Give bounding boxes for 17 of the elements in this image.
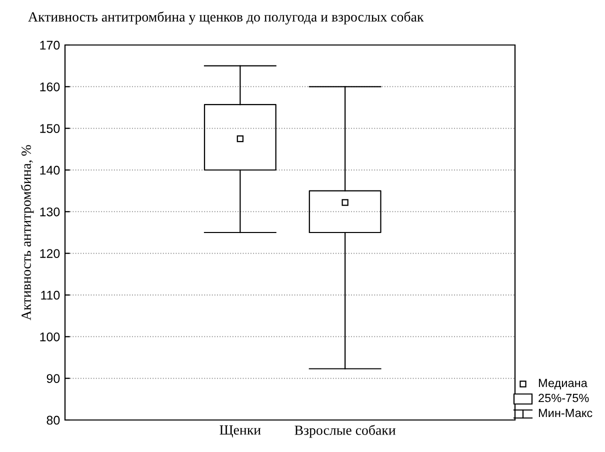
y-tick-label: 140 (40, 166, 60, 175)
x-tick-label: Щенки (220, 425, 261, 438)
x-tick-label: Взрослые собаки (294, 424, 396, 438)
y-tick-label: 120 (40, 249, 60, 258)
y-tick-label: 80 (46, 416, 60, 425)
text: 25%-75% (538, 394, 589, 402)
y-tick-label: 100 (40, 332, 60, 342)
y-tick-label: 150 (40, 124, 60, 133)
text: Мин-Макс (538, 408, 592, 418)
text: Медиана (538, 378, 588, 390)
y-tick-label: 130 (40, 207, 60, 216)
y-axis-title: Активность антитромбина, % (20, 145, 34, 320)
y-tick-label: 90 (46, 374, 60, 383)
y-tick-label: 110 (41, 290, 60, 300)
y-tick-label: 170 (40, 40, 60, 50)
chart-title: Активность антитромбина у щенков до полугода и взрослых собак (28, 12, 424, 24)
y-tick-label: 160 (40, 82, 60, 92)
